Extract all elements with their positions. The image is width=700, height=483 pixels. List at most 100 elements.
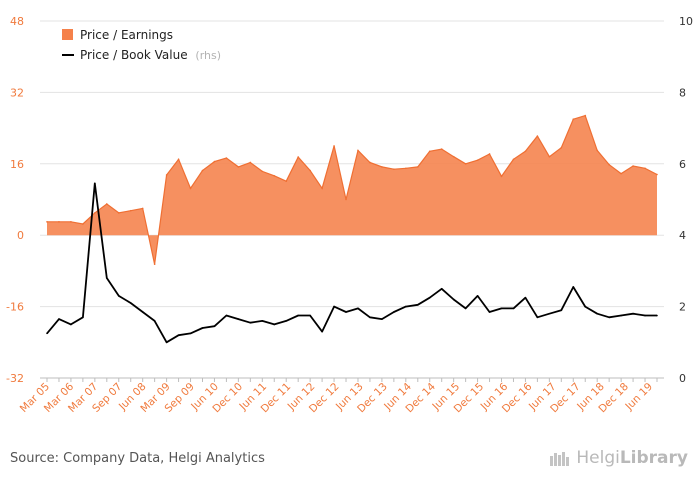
price-book-point: [225, 314, 228, 317]
price-book-point: [416, 304, 419, 306]
price-book-point: [596, 312, 598, 315]
legend-label-pb-suffix: (rhs): [195, 49, 221, 62]
price-earnings-point: [261, 170, 264, 173]
price-earnings-point: [381, 166, 383, 168]
price-book-point: [560, 309, 563, 311]
price-earnings-point: [285, 180, 288, 183]
x-tick-label: Jun 19: [623, 381, 656, 414]
price-earnings-point: [393, 168, 395, 170]
price-book-series: [46, 182, 658, 344]
price-book-point: [524, 296, 527, 299]
price-book-point: [381, 318, 383, 320]
price-earnings-point: [608, 163, 610, 166]
price-earnings-point: [58, 221, 60, 223]
price-book-point: [440, 287, 443, 290]
library-icon: [549, 450, 571, 466]
price-book-point: [512, 307, 515, 310]
price-earnings-series: [46, 114, 658, 266]
price-book-point: [46, 332, 48, 335]
price-book-point: [201, 327, 204, 329]
left-tick-label: 16: [10, 158, 24, 171]
brand-logo: HelgiLibrary: [549, 448, 688, 468]
price-earnings-point: [584, 114, 587, 117]
price-earnings-point: [249, 161, 252, 164]
price-earnings-point: [620, 172, 622, 175]
price-book-point: [165, 341, 168, 344]
price-earnings-point: [524, 150, 527, 153]
legend-swatch-pe: [62, 29, 73, 40]
price-book-point: [488, 311, 491, 313]
price-earnings-point: [189, 187, 192, 190]
price-earnings-point: [237, 166, 240, 168]
price-book-point: [620, 314, 622, 317]
price-earnings-point: [536, 135, 539, 137]
price-book-point: [189, 332, 192, 335]
price-earnings-edge: [47, 114, 658, 265]
price-earnings-point: [500, 175, 503, 178]
right-tick-label: 6: [679, 158, 686, 171]
price-book-point: [117, 295, 120, 297]
left-tick-label: 32: [10, 86, 24, 99]
price-book-point: [393, 311, 395, 313]
price-earnings-point: [416, 166, 419, 168]
price-earnings-point: [428, 150, 431, 153]
price-book-point: [58, 318, 60, 320]
brand-text-light: Helgi: [576, 448, 620, 468]
price-book-point: [608, 316, 610, 319]
price-earnings-point: [273, 175, 276, 177]
price-book-point: [405, 305, 407, 308]
price-earnings-point: [476, 159, 479, 162]
price-earnings-point: [632, 165, 634, 167]
price-book-point: [249, 321, 252, 324]
price-earnings-point: [548, 155, 551, 158]
price-earnings-point: [106, 203, 108, 205]
price-book-point: [428, 296, 431, 299]
price-earnings-point: [357, 149, 359, 152]
price-book-point: [309, 314, 311, 317]
right-tick-label: 4: [679, 229, 686, 242]
price-earnings-point: [225, 157, 228, 159]
price-earnings-point: [177, 158, 180, 161]
left-tick-label: 0: [17, 229, 24, 242]
price-book-point: [70, 323, 72, 326]
price-earnings-point: [94, 212, 96, 214]
brand-text-bold: Library: [619, 448, 688, 468]
price-earnings-point: [321, 187, 323, 190]
right-tick-label: 8: [679, 86, 686, 99]
left-axis: 48 32 16 0 -16 -32: [6, 15, 24, 385]
right-axis: 10 8 6 4 2 0: [679, 15, 693, 385]
price-book-point: [452, 298, 455, 301]
left-tick-label: -16: [6, 301, 24, 314]
price-earnings-point: [141, 207, 144, 210]
source-note: Source: Company Data, Helgi Analytics: [10, 451, 265, 466]
price-earnings-point: [369, 161, 371, 164]
price-earnings-point: [309, 169, 311, 172]
price-book-point: [369, 316, 371, 319]
right-tick-label: 10: [679, 15, 693, 28]
price-book-point: [632, 312, 634, 315]
price-book-point: [464, 307, 467, 310]
price-book-point: [177, 334, 180, 336]
price-book-point: [584, 305, 587, 308]
price-earnings-point: [596, 149, 598, 152]
price-book-point: [261, 320, 264, 322]
price-earnings-point: [213, 160, 216, 163]
legend: Price / Earnings Price / Book Value (rhs…: [62, 28, 221, 62]
price-book-point: [129, 302, 132, 304]
price-earnings-point: [345, 198, 347, 201]
price-earnings-point: [70, 221, 72, 223]
price-earnings-point: [452, 155, 455, 158]
price-earnings-point: [560, 146, 563, 149]
price-earnings-point: [333, 145, 335, 147]
price-book-point: [572, 286, 575, 288]
price-earnings-point: [46, 221, 48, 223]
price-earnings-point: [165, 174, 168, 176]
price-book-point: [321, 330, 323, 333]
price-book-point: [106, 277, 108, 279]
price-book-point: [82, 316, 84, 319]
price-earnings-point: [405, 167, 407, 170]
price-book-point: [153, 320, 156, 322]
price-book-point: [297, 314, 299, 317]
price-book-line: [46, 182, 657, 344]
